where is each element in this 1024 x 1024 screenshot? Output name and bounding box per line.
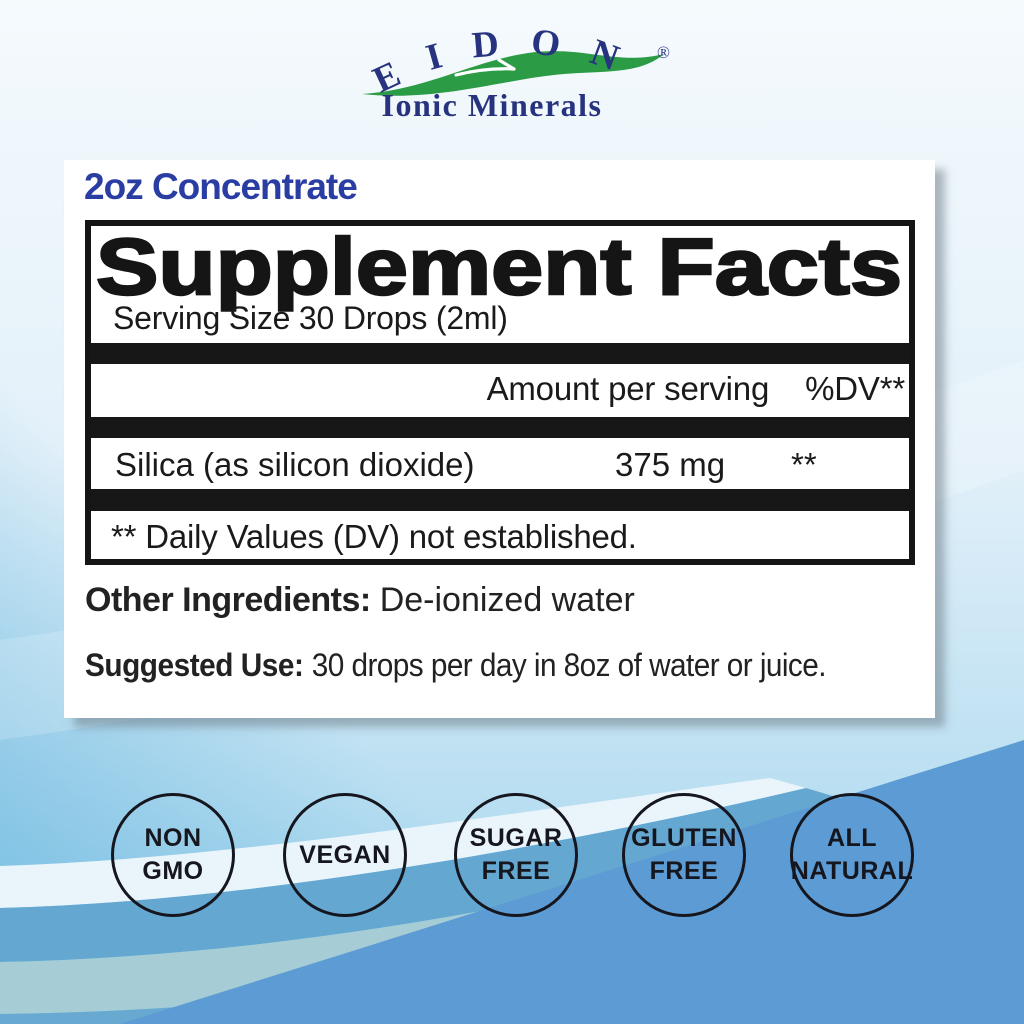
logo-tagline: Ionic Minerals [382,87,603,123]
dv-footnote: ** Daily Values (DV) not established. [111,518,637,555]
divider-bar-middle [91,417,909,438]
divider-bar-bottom [91,489,909,511]
nutrient-amount: 375 mg [615,446,726,483]
suggested-use-line: Suggested Use: 30 drops per day in 8oz of… [85,647,827,684]
badge-sugar-free: SUGAR FREE [454,793,578,917]
brand-logo: EIDON ® Ionic Minerals [348,10,678,130]
badge-line: NON [144,824,202,852]
size-line: 2oz Concentrate [84,166,358,207]
nutrient-dv: ** [791,446,817,483]
badge-non-gmo: NON GMO [111,793,235,917]
other-ingredients-value: De-ionized water [379,581,635,619]
supplement-facts-title: Supplement Facts [95,228,903,312]
badge-line: NATURAL [790,857,914,885]
supplement-label-card: 2oz Concentrate Supplement Facts Serving… [64,160,935,718]
badge-line: GLUTEN [631,824,737,852]
badge-gluten-free: GLUTEN FREE [622,793,746,917]
suggested-use-label: Suggested Use: [85,647,304,683]
supplement-facts-panel: Supplement Facts Serving Size 30 Drops (… [85,220,915,565]
supplement-facts-title-text: Supplement Facts [96,228,902,311]
badge-vegan: VEGAN [283,793,407,917]
dv-header: %DV** [805,370,905,407]
badge-line: FREE [481,857,551,885]
badge-line: ALL [826,824,878,852]
amount-header-row: Amount per serving %DV** [91,370,906,408]
badge-line: GMO [142,857,204,885]
logo-swoosh-bird-mark [454,58,516,77]
amount-per-serving-header: Amount per serving [486,370,770,407]
other-ingredients-label: Other Ingredients: [85,581,371,619]
nutrient-name: Silica (as silicon dioxide) [115,446,475,483]
badge-line: VEGAN [299,840,391,869]
registered-mark: ® [657,43,670,62]
logo-swoosh [362,51,664,96]
badge-all-natural: ALL NATURAL [790,793,914,917]
badge-line: FREE [649,857,719,885]
bottom-right-wedge [120,740,1024,1024]
serving-size: Serving Size 30 Drops (2ml) [113,300,508,336]
suggested-use-value: 30 drops per day in 8oz of water or juic… [311,647,827,683]
other-ingredients-line: Other Ingredients: De-ionized water [85,581,635,620]
badge-line: SUGAR [469,824,563,852]
divider-bar-top [91,343,909,364]
